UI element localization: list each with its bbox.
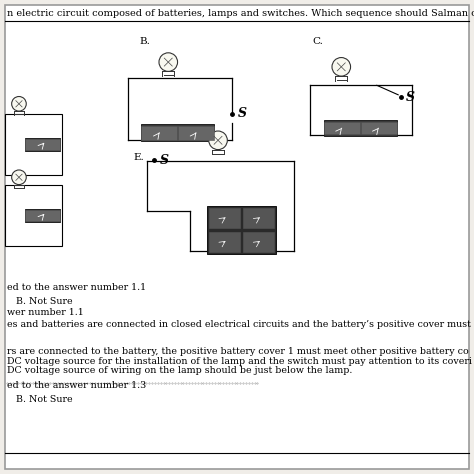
- Circle shape: [159, 53, 178, 72]
- Text: B.: B.: [140, 36, 151, 46]
- Text: E.: E.: [134, 153, 145, 162]
- Bar: [5, 114, 62, 175]
- Bar: [244, 208, 274, 228]
- Text: S: S: [238, 107, 247, 120]
- Bar: [25, 139, 60, 150]
- Text: B. Not Sure: B. Not Sure: [7, 297, 73, 306]
- Bar: [244, 232, 274, 252]
- Bar: [5, 185, 62, 246]
- Bar: [25, 138, 61, 151]
- Bar: [141, 124, 214, 141]
- Text: ed to the answer number 1.1: ed to the answer number 1.1: [7, 283, 146, 292]
- Text: B. Not Sure: B. Not Sure: [7, 395, 73, 404]
- Bar: [209, 232, 240, 252]
- Bar: [324, 122, 360, 134]
- Text: DC voltage source for the installation of the lamp and the switch must pay atten: DC voltage source for the installation o…: [7, 357, 472, 366]
- Bar: [209, 208, 240, 228]
- Circle shape: [12, 170, 26, 184]
- Text: es and batteries are connected in closed electrical circuits and the battery’s p: es and batteries are connected in closed…: [7, 320, 471, 329]
- Text: wer number 1.1: wer number 1.1: [7, 308, 84, 317]
- Bar: [141, 126, 177, 140]
- Circle shape: [332, 57, 351, 76]
- Bar: [178, 126, 214, 140]
- Bar: [207, 206, 276, 254]
- Bar: [25, 210, 60, 221]
- Bar: [361, 122, 397, 134]
- Text: DC voltage source of wiring on the lamp should be just below the lamp.: DC voltage source of wiring on the lamp …: [7, 366, 353, 375]
- Text: S: S: [160, 154, 169, 167]
- Bar: [25, 209, 61, 222]
- Text: rs are connected to the battery, the positive battery cover 1 must meet other po: rs are connected to the battery, the pos…: [7, 347, 469, 356]
- Circle shape: [209, 131, 228, 150]
- Text: S: S: [406, 91, 415, 104]
- Text: C.: C.: [313, 36, 324, 46]
- Text: ed to the answer number 1.3: ed to the answer number 1.3: [7, 381, 146, 390]
- Text: n electric circuit composed of batteries, lamps and switches. Which sequence sho: n electric circuit composed of batteries…: [7, 9, 474, 18]
- Circle shape: [12, 97, 26, 111]
- Bar: [323, 120, 397, 136]
